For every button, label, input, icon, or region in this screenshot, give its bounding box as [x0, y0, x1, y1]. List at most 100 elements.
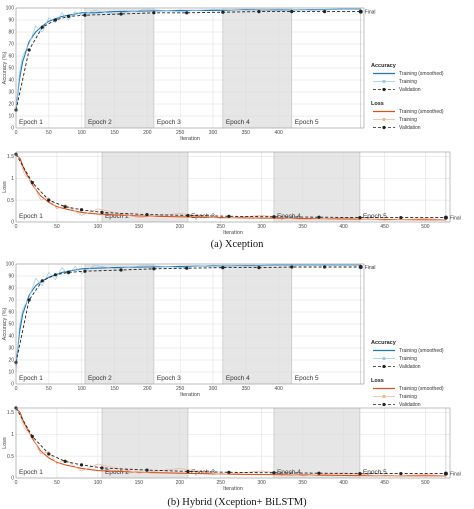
y-tick-label: 80: [8, 286, 14, 292]
legend-marker: [382, 394, 386, 399]
validation-point: [358, 472, 362, 476]
validation-point: [221, 266, 225, 270]
validation-point: [30, 434, 34, 439]
validation-point: [317, 471, 321, 475]
epoch-label: Epoch 4: [277, 213, 301, 220]
validation-point: [100, 210, 104, 214]
validation-point: [40, 279, 44, 283]
panel-b-accuracy-plot: Epoch 1 Epoch 2 Epoch 3 Epoch 4 Epoch 5 Final…: [2, 262, 376, 398]
legend-item: Validation: [399, 364, 421, 370]
x-tick-label: 350: [298, 480, 307, 486]
x-tick-label: 100: [77, 130, 86, 136]
legend-item: Validation: [399, 87, 421, 93]
x-tick-label: 500: [421, 480, 430, 486]
x-tick-label: 200: [143, 130, 152, 136]
epoch-label: Epoch 4: [226, 119, 250, 126]
y-tick-label: 40: [8, 78, 14, 84]
epoch-label: Epoch 2: [105, 213, 129, 220]
epoch-label: Epoch 1: [19, 469, 43, 476]
validation-point: [221, 10, 225, 14]
x-tick-label: 300: [209, 130, 218, 136]
x-tick-label: 150: [135, 480, 144, 486]
y-tick-label: 60: [8, 54, 14, 60]
validation-point: [323, 10, 327, 14]
x-tick-label: 150: [135, 224, 144, 230]
x-tick-label: 50: [46, 130, 52, 136]
validation-point: [227, 214, 231, 218]
legend-item: Training: [399, 394, 417, 400]
validation-point: [399, 216, 403, 220]
epoch-band: [273, 408, 360, 478]
epoch-label: Epoch 3: [191, 469, 215, 476]
epoch-label: Epoch 1: [19, 119, 43, 126]
x-tick-label: 300: [209, 386, 218, 392]
validation-point: [399, 472, 403, 476]
x-tick-label: 150: [110, 386, 119, 392]
y-tick-label: 0.5: [7, 454, 14, 460]
validation-point: [27, 298, 31, 302]
legend-marker: [382, 402, 386, 407]
x-tick-label: 100: [94, 480, 103, 486]
epoch-label: Epoch 4: [226, 375, 250, 382]
x-tick-label: 450: [380, 480, 389, 486]
validation-point: [257, 10, 261, 14]
legend-item: Training: [399, 79, 417, 85]
validation-point: [27, 48, 31, 52]
legend-marker: [382, 117, 386, 122]
final-point: [443, 471, 448, 476]
y-tick-label: 90: [8, 274, 14, 280]
validation-point: [119, 12, 123, 16]
validation-point: [79, 208, 84, 212]
x-tick-label: 200: [176, 480, 185, 486]
epoch-label: Epoch 3: [157, 119, 181, 126]
x-tick-label: 350: [242, 130, 251, 136]
x-tick-label: 250: [176, 386, 185, 392]
x-tick-label: 400: [339, 480, 348, 486]
y-tick-label: 100: [6, 6, 15, 12]
y-tick-label: 10: [8, 114, 14, 120]
y-tick-label: 1.5: [7, 410, 14, 416]
validation-point: [185, 266, 189, 270]
epoch-band: [273, 152, 360, 222]
y-tick-label: 40: [8, 334, 14, 340]
y-tick-label: 1.5: [7, 154, 14, 160]
x-tick-label: 400: [274, 386, 283, 392]
legend-item: Training: [399, 117, 417, 123]
validation-point: [63, 459, 67, 463]
validation-point: [185, 11, 189, 15]
x-tick-label: 150: [110, 130, 119, 136]
y-axis-label: Loss: [2, 181, 8, 193]
x-tick-label: 50: [54, 480, 60, 486]
legend-marker: [382, 125, 386, 130]
y-tick-label: 100: [6, 262, 15, 268]
epoch-label: Epoch 2: [88, 119, 112, 126]
validation-point: [152, 11, 156, 15]
x-tick-label: 0: [15, 480, 18, 486]
series-line-training-smoothed: [15, 153, 446, 221]
caption-b: (b) Hybrid (Xception+ BiLSTM): [167, 497, 307, 508]
epoch-label: Epoch 5: [295, 375, 319, 382]
validation-point: [100, 466, 104, 470]
x-tick-label: 200: [176, 224, 185, 230]
validation-point: [53, 18, 57, 22]
legend-marker: [382, 364, 386, 369]
x-tick-label: 300: [257, 224, 266, 230]
legend-accuracy-title: Accuracy: [371, 63, 397, 69]
x-tick-label: 300: [257, 480, 266, 486]
y-tick-label: 70: [8, 42, 14, 48]
x-tick-label: 100: [77, 386, 86, 392]
legend-accuracy-title: Accuracy: [371, 340, 397, 346]
x-tick-label: 0: [15, 386, 18, 392]
epoch-label: Epoch 3: [157, 375, 181, 382]
final-label: Final: [365, 265, 376, 271]
validation-point: [47, 452, 51, 456]
x-tick-label: 400: [274, 130, 283, 136]
y-tick-label: 20: [8, 358, 14, 364]
x-tick-label: 250: [217, 224, 226, 230]
x-tick-label: 50: [46, 386, 52, 392]
validation-point: [358, 216, 362, 220]
x-tick-label: 200: [143, 386, 152, 392]
x-tick-label: 350: [298, 224, 307, 230]
legend-item: Validation: [399, 125, 421, 131]
